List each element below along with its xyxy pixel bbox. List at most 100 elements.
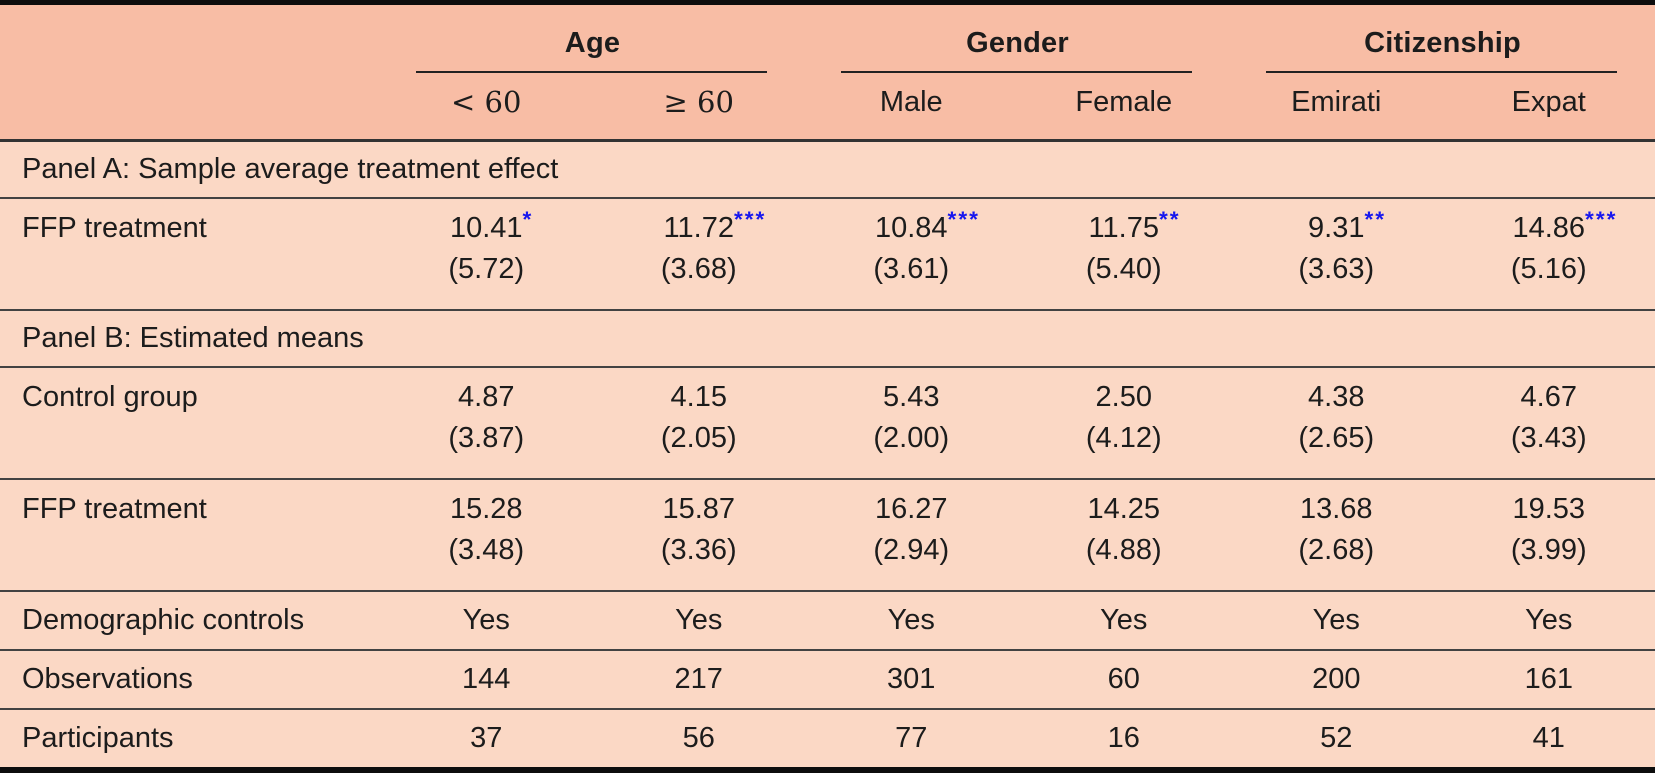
estimate-value: 4.87 <box>458 381 515 413</box>
group-label-gender: Gender <box>966 26 1069 59</box>
column-header-60-plus: ≥ 60 <box>663 85 734 119</box>
estimate-value: 11.72 <box>663 212 734 244</box>
column-header-male: Male <box>879 85 943 118</box>
estimate-value: 14.25 <box>1087 493 1161 525</box>
value-cell: 77 <box>895 722 928 754</box>
value-cell: 37 <box>470 722 503 754</box>
estimate-line: 4.38 <box>1230 377 1443 418</box>
estimate-wrap: 14.86 *** <box>1512 207 1615 249</box>
estimate-wrap: 10.84 *** <box>874 207 978 249</box>
group-header-row: Age Gender Citizenship <box>0 2 1655 74</box>
value-cell: 60 <box>1107 663 1140 695</box>
table-row: Control group 4.87 (3.87) 4.15 (2.05) 5.43 (2.… <box>0 367 1655 479</box>
estimate-value: 15.28 <box>449 493 523 525</box>
standard-error: (2.94) <box>873 534 950 566</box>
estimate-value: 10.84 <box>874 212 948 244</box>
standard-error: (4.12) <box>1085 422 1162 454</box>
value-cell: 10.41 * (5.72) <box>380 198 593 310</box>
estimate-value: 10.41 <box>449 212 523 244</box>
row-label: Control group <box>22 381 198 413</box>
estimate-wrap: 5.43 <box>883 377 939 418</box>
standard-error: (3.63) <box>1298 253 1375 285</box>
table-header: Age Gender Citizenship < 60 ≥ 60 <box>0 2 1655 141</box>
value-cell: 13.68 (2.68) <box>1230 479 1443 591</box>
table-row: Demographic controls Yes Yes Yes Yes Yes Yes <box>0 591 1655 650</box>
estimate-wrap: 2.50 <box>1096 377 1152 418</box>
estimate-line: 19.53 <box>1443 489 1655 530</box>
standard-error: (3.36) <box>660 534 737 566</box>
estimate-line: 10.41 * <box>380 207 593 249</box>
value-cell: Yes <box>462 604 510 636</box>
estimate-line: 11.75 ** <box>1018 207 1231 249</box>
row-label: Demographic controls <box>22 604 305 636</box>
estimate-wrap: 11.75 ** <box>1089 207 1179 249</box>
value-cell: 41 <box>1532 722 1565 754</box>
value-cell: 16.27 (2.94) <box>805 479 1018 591</box>
standard-error: (2.05) <box>660 422 737 454</box>
value-cell: 52 <box>1320 722 1353 754</box>
standard-error: (3.48) <box>448 534 525 566</box>
value-cell: 4.38 (2.65) <box>1230 367 1443 479</box>
group-label-age: Age <box>564 26 621 59</box>
estimate-line: 15.87 <box>593 489 806 530</box>
table-row: Participants 37 56 77 16 52 41 <box>0 709 1655 770</box>
estimate-line: 9.31 ** <box>1230 207 1443 249</box>
value-cell: Yes <box>887 604 935 636</box>
panel-row: Panel A: Sample average treatment effect <box>0 140 1655 199</box>
estimate-wrap: 9.31 ** <box>1308 207 1384 249</box>
standard-error: (2.65) <box>1298 422 1375 454</box>
standard-error: (3.61) <box>873 253 950 285</box>
value-cell: 14.86 *** (5.16) <box>1443 198 1655 310</box>
column-header-emirati: Emirati <box>1291 85 1382 118</box>
significance-stars: *** <box>1585 207 1618 233</box>
group-header-age: Age <box>380 3 805 73</box>
value-cell: Yes <box>1100 604 1148 636</box>
estimate-value: 13.68 <box>1299 493 1373 525</box>
significance-stars: ** <box>1158 207 1181 233</box>
value-cell: 4.15 (2.05) <box>593 367 806 479</box>
value-cell: Yes <box>675 604 723 636</box>
significance-stars: ** <box>1364 207 1387 233</box>
table-row: FFP treatment 15.28 (3.48) 15.87 (3.36) 16.27… <box>0 479 1655 591</box>
estimate-wrap: 15.87 <box>662 489 735 530</box>
estimate-value: 15.87 <box>662 493 736 525</box>
estimate-line: 4.15 <box>593 377 806 418</box>
value-cell: 16 <box>1107 722 1140 754</box>
estimate-line: 4.67 <box>1443 377 1655 418</box>
estimate-value: 16.27 <box>874 493 948 525</box>
value-cell: 144 <box>462 663 511 695</box>
column-header-under-60: < 60 <box>451 85 522 119</box>
citizenship-spanner: Citizenship <box>1230 5 1655 73</box>
value-cell: 56 <box>682 722 715 754</box>
standard-error: (2.68) <box>1298 534 1375 566</box>
value-cell: 5.43 (2.00) <box>805 367 1018 479</box>
estimate-value: 9.31 <box>1308 212 1365 244</box>
estimate-value: 14.86 <box>1512 212 1586 244</box>
standard-error: (5.16) <box>1510 253 1587 285</box>
estimate-wrap: 10.41 * <box>449 207 531 249</box>
group-header-gender: Gender <box>805 3 1230 73</box>
row-label: Participants <box>22 722 174 754</box>
standard-error: (5.72) <box>448 253 525 285</box>
estimate-wrap: 11.72 *** <box>663 207 765 249</box>
estimate-value: 4.67 <box>1520 381 1577 413</box>
estimate-wrap: 16.27 <box>875 489 948 530</box>
table-row: Observations 144 217 301 60 200 161 <box>0 650 1655 709</box>
estimate-line: 2.50 <box>1018 377 1231 418</box>
panel-label: Panel B: Estimated means <box>22 322 364 354</box>
estimate-wrap: 4.67 <box>1521 377 1577 418</box>
sub-header-row: < 60 ≥ 60 Male Female Emirati Expat <box>0 73 1655 141</box>
estimate-value: 19.53 <box>1512 493 1586 525</box>
estimate-wrap: 4.38 <box>1308 377 1364 418</box>
value-cell: 11.75 ** (5.40) <box>1018 198 1231 310</box>
subheader-empty-cell <box>0 73 380 141</box>
estimate-line: 15.28 <box>380 489 593 530</box>
estimate-value: 2.50 <box>1095 381 1152 413</box>
estimate-wrap: 15.28 <box>450 489 523 530</box>
estimate-wrap: 19.53 <box>1512 489 1585 530</box>
value-cell: 161 <box>1524 663 1573 695</box>
value-cell: 4.87 (3.87) <box>380 367 593 479</box>
header-empty-cell <box>0 3 380 74</box>
standard-error: (3.43) <box>1510 422 1587 454</box>
estimate-line: 4.87 <box>380 377 593 418</box>
